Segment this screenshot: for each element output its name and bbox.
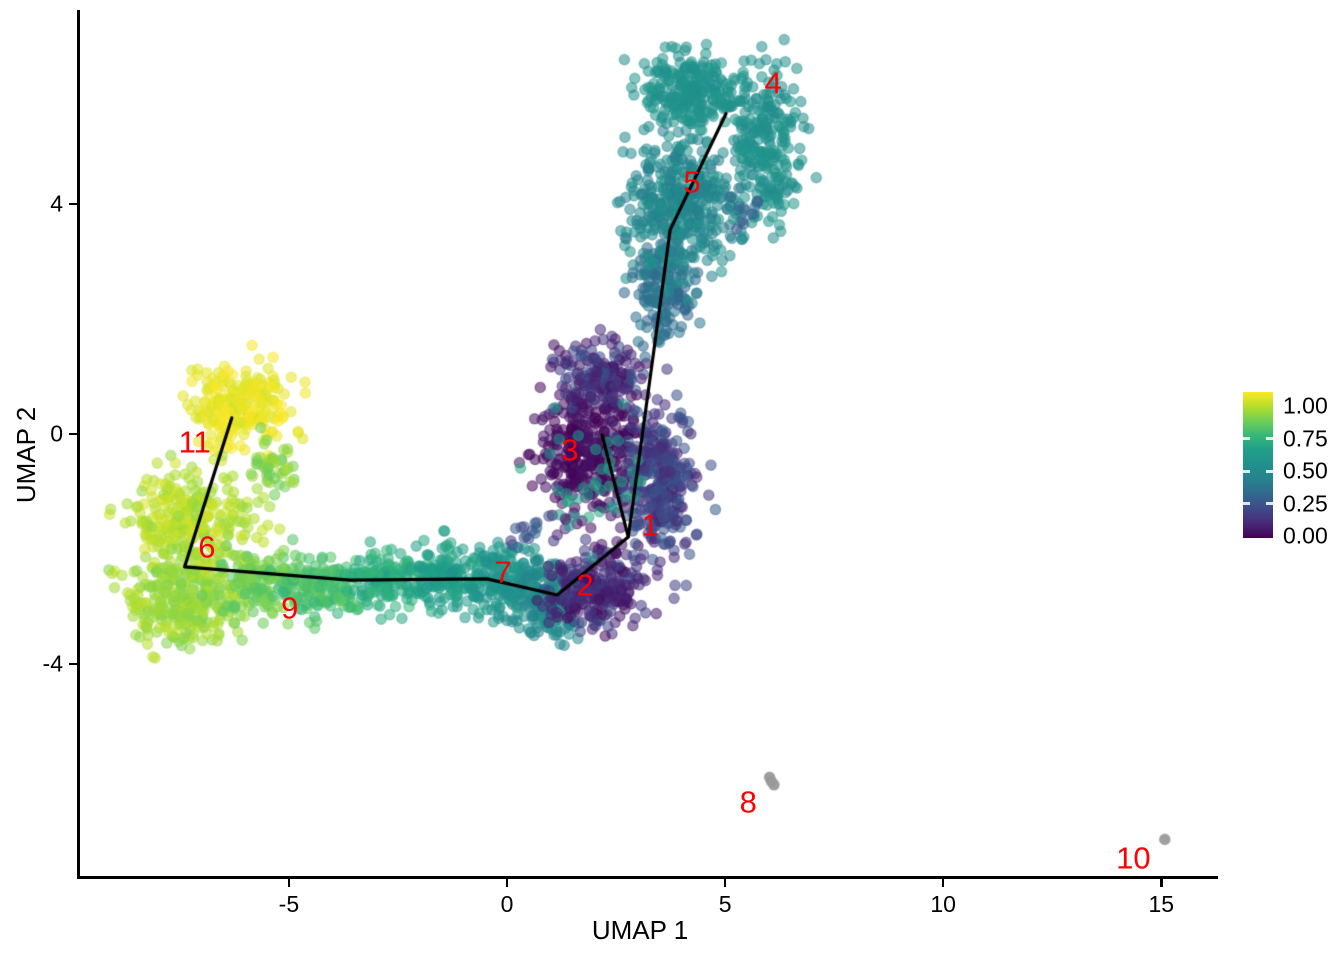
colorbar-label-0.25: 0.25 [1283,490,1328,516]
x-axis-title: UMAP 1 [591,915,689,945]
y-axis-title: UMAP 2 [11,406,41,504]
x-tick-10 [941,879,945,887]
cluster-label-3: 3 [561,432,579,468]
y-tick-label-4: 4 [50,190,63,217]
colorbar-tick-left-0.75 [1243,437,1250,440]
cluster-label-6: 6 [198,529,216,565]
cluster-label-7: 7 [494,554,512,590]
x-tick-5 [723,879,727,887]
colorbar-gradient [1243,392,1273,538]
x-tick--5 [287,879,291,887]
colorbar-tick-left-0.50 [1243,469,1250,473]
x-tick-label-15: 15 [1148,891,1175,917]
colorbar-tick-right-0.25 [1266,502,1273,505]
y-tick-label-0: 0 [50,420,63,447]
cluster-label-4: 4 [764,65,782,101]
y-tick--4 [69,662,77,666]
colorbar-label-1.00: 1.00 [1283,392,1328,419]
x-tick-15 [1160,879,1163,887]
x-tick-0 [505,879,509,887]
x-axis-line [77,876,1218,879]
y-tick-label--4: -4 [42,650,63,677]
x-tick-label-5: 5 [718,891,732,917]
colorbar-label-0.50: 0.50 [1283,457,1328,484]
y-tick-0 [69,432,77,436]
colorbar-tick-right-0.50 [1266,469,1273,473]
y-axis-line [77,10,80,879]
colorbar-label-0.00: 0.00 [1283,522,1328,549]
x-tick-label--5: -5 [278,891,300,917]
y-tick-4 [69,202,77,206]
cluster-label-8: 8 [739,784,757,820]
cluster-label-9: 9 [281,590,299,626]
x-tick-label-10: 10 [930,891,956,917]
cluster-label-5: 5 [683,164,701,200]
colorbar-label-0.75: 0.75 [1283,425,1328,451]
colorbar-tick-left-0.25 [1243,502,1250,505]
x-tick-label-0: 0 [500,891,514,917]
cluster-label-1: 1 [641,507,659,543]
cluster-label-2: 2 [576,567,594,603]
cluster-label-10: 10 [1116,840,1151,876]
colorbar-tick-right-0.75 [1266,437,1273,440]
cluster-label-11: 11 [178,424,211,460]
